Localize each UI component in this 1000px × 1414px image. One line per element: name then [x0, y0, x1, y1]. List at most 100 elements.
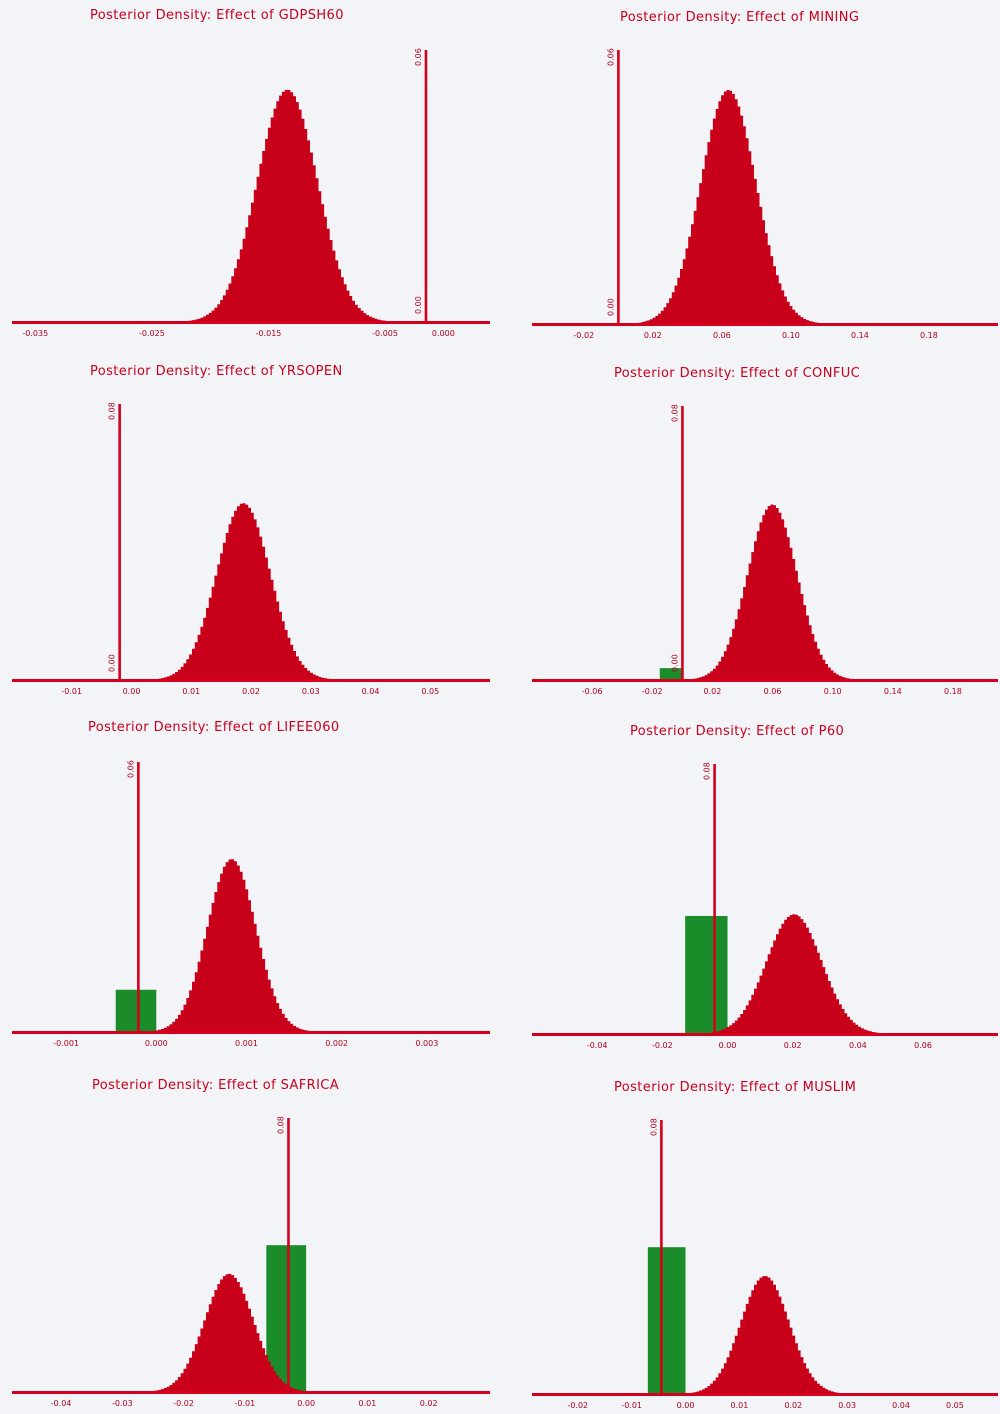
x-tick-label: 0.10	[782, 331, 800, 340]
x-tick-label: 0.04	[892, 1401, 910, 1410]
density-plot: -0.04 -0.02 0.00 0.02 0.04 0.06 0.08	[532, 762, 998, 1050]
panel-gdpsh60: Posterior Density: Effect of GDPSH60 -0.…	[12, 8, 490, 342]
chart-title: Posterior Density: Effect of GDPSH60	[90, 8, 344, 23]
zero-scale-bar	[137, 762, 140, 1032]
x-tick-label: 0.00	[297, 1399, 315, 1408]
chart-title: Posterior Density: Effect of SAFRICA	[92, 1078, 340, 1093]
zero-scale-bar	[681, 406, 684, 680]
x-tick-label: 0.14	[851, 331, 869, 340]
x-axis-line	[12, 1391, 490, 1394]
scale-bar-top-label: 0.08	[702, 762, 711, 780]
x-tick-label: 0.01	[359, 1399, 377, 1408]
x-tick-label: -0.01	[235, 1399, 256, 1408]
density-plot: -0.001 0.000 0.001 0.002 0.003 0.06	[12, 760, 490, 1048]
scale-bar-bottom-label: 0.00	[108, 654, 117, 672]
scale-bar-bottom-label: 0.00	[606, 298, 615, 316]
x-tick-label: -0.02	[652, 1041, 673, 1050]
chart-title: Posterior Density: Effect of P60	[630, 724, 845, 739]
chart-title: Posterior Density: Effect of LIFEE060	[88, 720, 340, 735]
posterior-density-area	[532, 90, 998, 324]
posterior-density-area	[532, 1276, 998, 1394]
point-mass-bar	[685, 915, 728, 1034]
chart-title: Posterior Density: Effect of YRSOPEN	[90, 364, 343, 379]
x-tick-label: 0.18	[944, 687, 962, 696]
x-tick-label: 0.000	[432, 329, 455, 338]
panel-confuc: Posterior Density: Effect of CONFUC -0.0…	[532, 364, 998, 700]
x-tick-label: 0.02	[703, 687, 721, 696]
x-tick-label: -0.02	[573, 331, 594, 340]
x-axis-line	[532, 679, 998, 682]
x-tick-label: 0.18	[920, 331, 938, 340]
zero-scale-bar	[287, 1118, 290, 1392]
density-plot: -0.06 -0.02 0.02 0.06 0.10 0.14 0.18 0.08 0.00	[532, 404, 998, 696]
x-tick-label: 0.000	[145, 1039, 168, 1048]
panel-mining: Posterior Density: Effect of MINING -0.0…	[532, 8, 998, 344]
x-tick-label: 0.00	[677, 1401, 695, 1410]
x-tick-label: 0.03	[302, 687, 320, 696]
x-tick-label: 0.00	[123, 687, 141, 696]
panel-muslim: Posterior Density: Effect of MUSLIM -0.0…	[532, 1078, 998, 1414]
x-tick-label: 0.06	[713, 331, 731, 340]
posterior-density-area	[532, 504, 998, 680]
x-tick-label: 0.02	[784, 1401, 802, 1410]
zero-scale-bar	[118, 404, 121, 680]
x-tick-label: -0.06	[582, 687, 603, 696]
x-tick-label: -0.025	[139, 329, 165, 338]
x-tick-label: 0.02	[242, 687, 260, 696]
posterior-density-area	[12, 89, 490, 323]
posterior-density-area	[12, 1273, 490, 1392]
x-tick-label: 0.02	[784, 1041, 802, 1050]
x-tick-label: -0.04	[587, 1041, 608, 1050]
zero-scale-bar	[424, 50, 428, 322]
scale-bar-top-label: 0.06	[126, 760, 135, 778]
zero-scale-bar	[713, 764, 716, 1034]
density-plot: -0.04 -0.03 -0.02 -0.01 0.00 0.01 0.02 0.08	[12, 1116, 490, 1408]
x-tick-label: -0.03	[112, 1399, 133, 1408]
panel-lifee060: Posterior Density: Effect of LIFEE060 -0…	[12, 720, 490, 1052]
x-axis-line	[12, 321, 490, 324]
panel-p60: Posterior Density: Effect of P60 -0.04 -0…	[532, 722, 998, 1054]
scale-bar-top-label: 0.06	[606, 48, 615, 66]
x-tick-label: 0.05	[421, 687, 439, 696]
scale-bar-bottom-label: 0.00	[414, 296, 423, 314]
zero-scale-bar	[617, 50, 620, 324]
scale-bar-top-label: 0.08	[276, 1116, 285, 1134]
x-tick-label: -0.04	[51, 1399, 72, 1408]
x-tick-label: 0.01	[731, 1401, 749, 1410]
zero-scale-bar	[660, 1120, 663, 1394]
x-tick-label: 0.02	[420, 1399, 438, 1408]
scale-bar-top-label: 0.08	[108, 402, 117, 420]
x-axis-line	[12, 679, 490, 682]
x-tick-label: -0.01	[61, 687, 82, 696]
x-tick-label: -0.02	[567, 1401, 588, 1410]
x-tick-label: 0.04	[362, 687, 380, 696]
posterior-density-area	[12, 859, 490, 1032]
chart-title: Posterior Density: Effect of CONFUC	[614, 366, 861, 381]
chart-title: Posterior Density: Effect of MUSLIM	[614, 1080, 857, 1095]
chart-title: Posterior Density: Effect of MINING	[620, 10, 860, 25]
x-tick-label: 0.04	[849, 1041, 867, 1050]
x-tick-label: -0.005	[372, 329, 398, 338]
x-tick-label: 0.00	[719, 1041, 737, 1050]
posterior-density-area	[532, 914, 998, 1034]
x-tick-label: 0.003	[415, 1039, 438, 1048]
x-axis-line	[532, 323, 998, 326]
x-tick-label: 0.002	[325, 1039, 348, 1048]
panel-yrsopen: Posterior Density: Effect of YRSOPEN -0.…	[12, 362, 490, 700]
panel-safrica: Posterior Density: Effect of SAFRICA -0.…	[12, 1076, 490, 1412]
scale-bar-top-label: 0.06	[414, 48, 423, 66]
x-tick-label: -0.02	[173, 1399, 194, 1408]
x-tick-label: -0.001	[53, 1039, 79, 1048]
x-tick-label: 0.03	[838, 1401, 856, 1410]
x-tick-label: 0.06	[764, 687, 782, 696]
x-tick-label: -0.035	[22, 329, 48, 338]
x-tick-label: -0.01	[621, 1401, 642, 1410]
x-axis-line	[532, 1393, 998, 1396]
scale-bar-bottom-label: 0.00	[670, 654, 679, 672]
x-tick-label: -0.015	[256, 329, 282, 338]
x-tick-label: 0.14	[884, 687, 902, 696]
point-mass-bar	[115, 989, 157, 1032]
x-axis-line	[12, 1031, 490, 1034]
point-mass-bar	[647, 1247, 686, 1394]
